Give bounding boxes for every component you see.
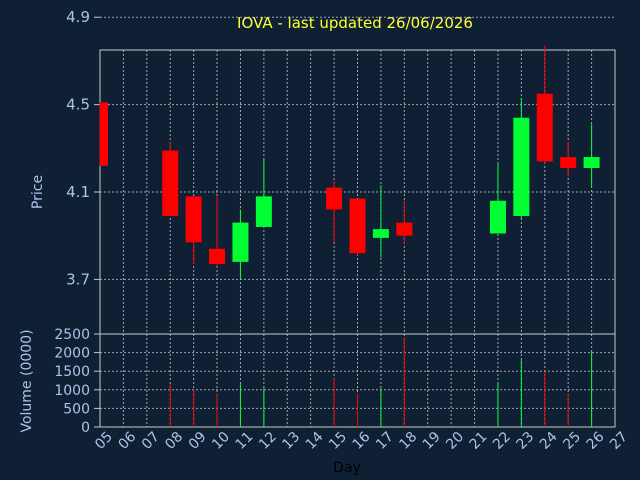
candle-body [513, 117, 530, 217]
price-tick-label: 4.5 [66, 96, 90, 114]
candle-body [536, 93, 553, 162]
x-tick-label: 11 [233, 429, 257, 453]
x-tick-label: 20 [443, 429, 467, 453]
candle-body [489, 200, 506, 234]
x-tick-label: 14 [303, 429, 327, 453]
price-tick-label: 4.1 [66, 183, 90, 201]
candle-body [326, 187, 343, 210]
candle-body [100, 102, 108, 166]
x-tick-label: 16 [350, 429, 374, 453]
candle-body [372, 229, 389, 238]
x-tick-label: 26 [584, 429, 608, 453]
candle-body [209, 248, 226, 265]
x-tick-label: 24 [537, 429, 561, 453]
x-tick-label: 13 [279, 429, 303, 453]
volume-tick-label: 500 [63, 401, 90, 417]
volume-tick-label: 2500 [54, 327, 90, 343]
candle-body [162, 150, 179, 217]
x-tick-label: 21 [467, 429, 491, 453]
candle-body [349, 198, 366, 254]
volume-axis-label: Volume (0000) [19, 329, 35, 432]
chart-title: IOVA - last updated 26/06/2026 [237, 14, 473, 32]
candle-body [583, 157, 600, 168]
x-tick-label: 07 [139, 429, 163, 453]
candle-body [255, 196, 272, 227]
x-tick-label: 19 [420, 429, 444, 453]
candle-body [232, 222, 249, 262]
x-tick-label: 05 [92, 429, 116, 453]
candle-body [185, 196, 202, 243]
x-tick-label: 09 [186, 429, 210, 453]
x-axis-label: Day [333, 460, 361, 476]
x-tick-label: 15 [326, 429, 350, 453]
x-tick-label: 22 [490, 429, 514, 453]
x-tick-label: 23 [513, 429, 537, 453]
price-axis-label: Price [30, 175, 46, 209]
x-tick-label: 25 [560, 429, 584, 453]
candle-body [396, 222, 413, 236]
x-tick-label: 06 [116, 429, 140, 453]
x-tick-label: 18 [396, 429, 420, 453]
x-tick-label: 12 [256, 429, 280, 453]
volume-tick-label: 1000 [54, 383, 90, 399]
volume-tick-label: 2000 [54, 346, 90, 362]
x-tick-label: 17 [373, 429, 397, 453]
x-tick-label: 27 [607, 429, 631, 453]
candle-body [560, 157, 577, 168]
price-tick-label: 3.7 [66, 270, 90, 288]
price-tick-label: 4.9 [66, 8, 90, 26]
volume-tick-label: 1500 [54, 364, 90, 380]
volume-tick-label: 0 [81, 420, 90, 436]
x-tick-label: 10 [209, 429, 233, 453]
x-tick-label: 08 [162, 429, 186, 453]
